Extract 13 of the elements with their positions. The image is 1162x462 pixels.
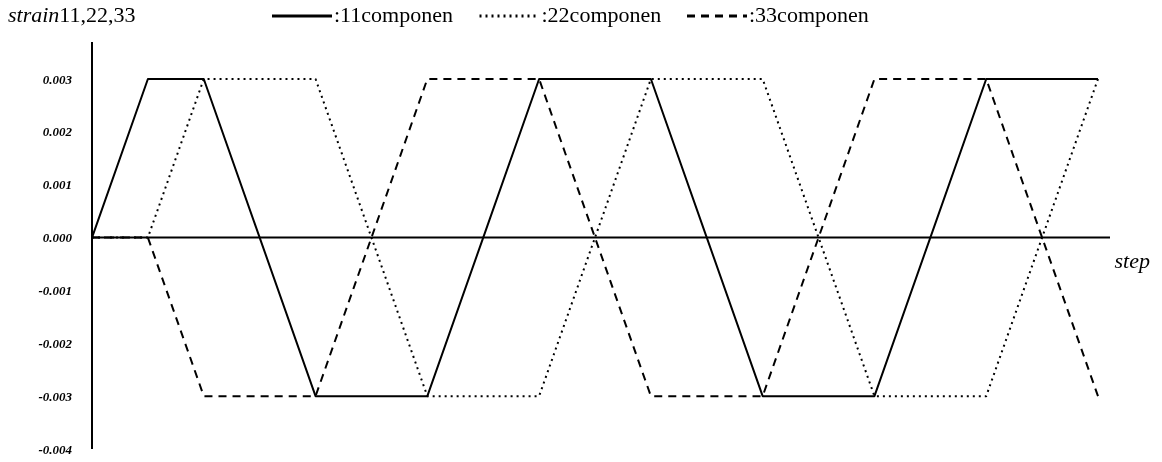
y-tick-label: -0.002 bbox=[38, 335, 73, 351]
legend-label: :33componen bbox=[749, 2, 869, 27]
y-tick-label: 0.000 bbox=[42, 230, 73, 246]
y-axis-title: strain11,22,33 bbox=[8, 2, 136, 27]
y-tick-label: 0.001 bbox=[42, 177, 72, 193]
x-axis-title: step bbox=[1114, 247, 1150, 273]
y-tick-label: 0.003 bbox=[42, 71, 73, 87]
y-tick-label: -0.004 bbox=[38, 441, 73, 457]
legend-label: :11componen bbox=[334, 2, 453, 27]
legend-label: :22componen bbox=[541, 2, 662, 27]
y-tick-label: 0.002 bbox=[42, 124, 73, 140]
y-tick-label: -0.001 bbox=[38, 282, 72, 298]
y-tick-label: -0.003 bbox=[38, 388, 73, 404]
